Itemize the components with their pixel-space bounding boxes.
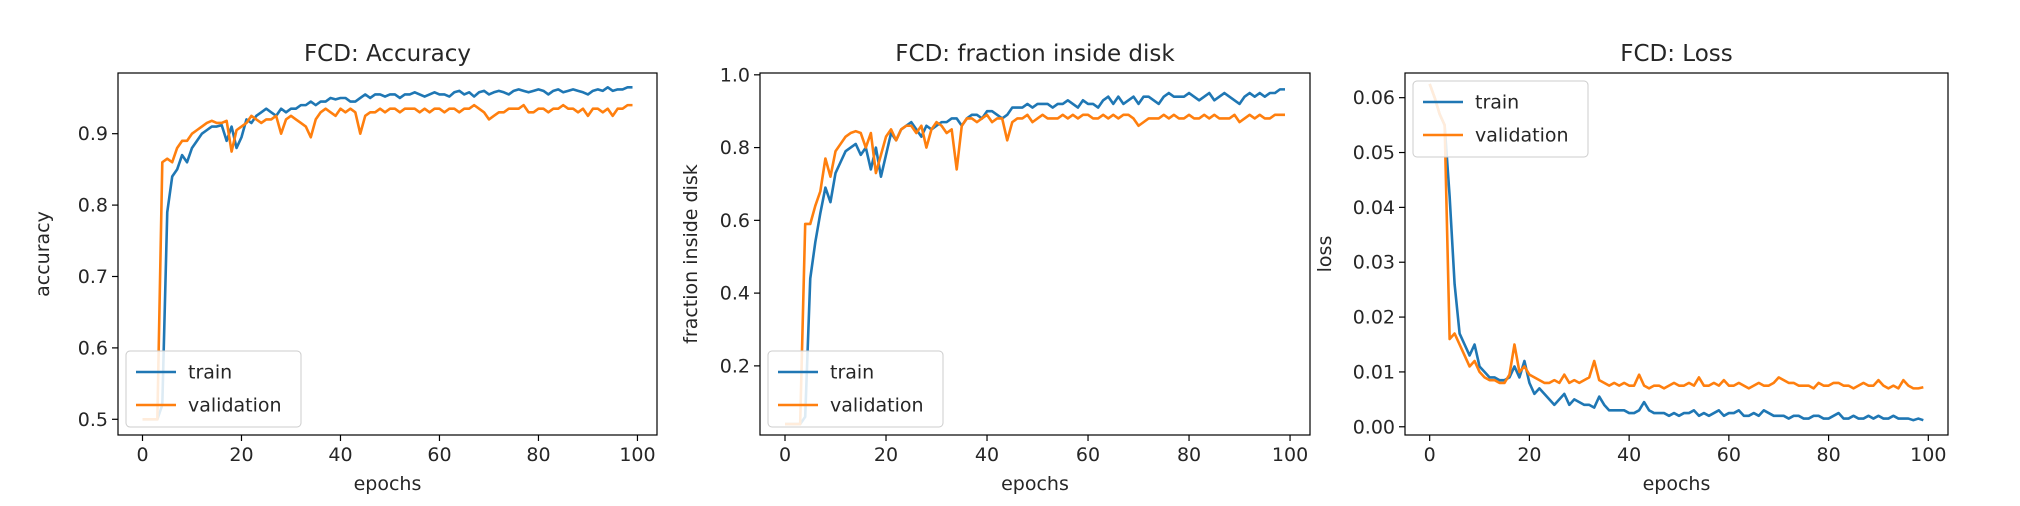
y-tick-label: 0.02 [1353, 307, 1395, 329]
y-tick-label: 0.9 [78, 123, 108, 145]
y-tick-label: 0.2 [720, 355, 750, 377]
x-axis-label: epochs [1643, 473, 1711, 495]
y-tick-label: 0.6 [720, 210, 750, 232]
x-tick-label: 20 [874, 444, 898, 466]
y-tick-label: 0.03 [1353, 252, 1395, 274]
x-tick-label: 0 [779, 444, 791, 466]
x-tick-label: 80 [1816, 444, 1840, 466]
x-tick-label: 60 [1717, 444, 1741, 466]
y-tick-label: 0.6 [78, 337, 108, 359]
x-tick-label: 20 [1517, 444, 1541, 466]
x-tick-label: 80 [526, 444, 550, 466]
y-tick-label: 0.8 [78, 195, 108, 217]
legend: train validation [1413, 81, 1588, 157]
legend-label-train: train [188, 362, 232, 384]
x-tick-label: 100 [619, 444, 655, 466]
legend-label-validation: validation [1475, 125, 1569, 147]
chart-title: FCD: Loss [1620, 41, 1733, 67]
y-axis-label: loss [1314, 236, 1336, 273]
y-tick-label: 0.00 [1353, 416, 1395, 438]
y-axis-label: accuracy [32, 211, 54, 297]
y-tick-label: 0.7 [78, 266, 108, 288]
chart-panel-3: 0 20 40 60 80 100 0.00 0.01 0.02 0.03 0.04 0.05 0.06… [1314, 41, 1948, 495]
chart-panel-2: 0 20 40 60 80 100 0.2 0.4 0.6 0.8 1.0 FCD: fraction… [680, 41, 1310, 495]
x-tick-label: 40 [1617, 444, 1641, 466]
legend-label-train: train [1475, 92, 1519, 114]
x-tick-label: 100 [1910, 444, 1946, 466]
x-tick-label: 60 [1076, 444, 1100, 466]
y-tick-label: 0.5 [78, 409, 108, 431]
y-tick-label: 1.0 [720, 64, 750, 86]
x-tick-label: 40 [328, 444, 352, 466]
chart-panel-1: 0 20 40 60 80 100 0.5 0.6 0.7 0.8 0.9 FCD: Accuracy… [32, 41, 657, 495]
y-tick-label: 0.06 [1353, 87, 1395, 109]
legend-label-validation: validation [188, 395, 282, 417]
x-axis-label: epochs [1001, 473, 1069, 495]
x-tick-label: 20 [229, 444, 253, 466]
x-tick-label: 80 [1177, 444, 1201, 466]
x-axis-label: epochs [354, 473, 422, 495]
y-tick-label: 0.01 [1353, 361, 1395, 383]
chart-title: FCD: Accuracy [304, 41, 471, 67]
chart-title: FCD: fraction inside disk [895, 41, 1175, 67]
y-tick-label: 0.04 [1353, 197, 1395, 219]
x-tick-label: 0 [136, 444, 148, 466]
legend: train validation [768, 351, 943, 427]
x-tick-label: 60 [427, 444, 451, 466]
y-tick-label: 0.8 [720, 137, 750, 159]
y-tick-label: 0.4 [720, 283, 750, 305]
x-tick-label: 0 [1424, 444, 1436, 466]
legend-label-validation: validation [830, 395, 924, 417]
x-tick-label: 40 [975, 444, 999, 466]
y-axis-label: fraction inside disk [680, 164, 702, 344]
x-tick-label: 100 [1272, 444, 1308, 466]
legend: train validation [126, 351, 301, 427]
y-tick-label: 0.05 [1353, 142, 1395, 164]
legend-label-train: train [830, 362, 874, 384]
